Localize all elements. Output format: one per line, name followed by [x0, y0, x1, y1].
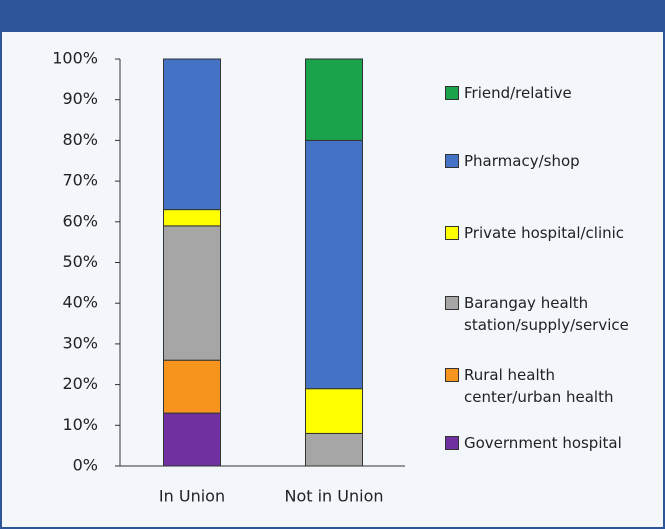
bar-segment [163, 58, 221, 211]
y-tick-label: 20% [62, 374, 98, 393]
legend-item: Private hospital/clinic [445, 222, 645, 244]
legend-swatch [445, 436, 459, 450]
y-tick-label: 0% [73, 456, 98, 475]
bar-segment [305, 432, 363, 467]
y-tick-label: 40% [62, 293, 98, 312]
x-tick-label: In Union [159, 487, 225, 506]
legend-swatch [445, 368, 459, 382]
y-tick-label: 60% [62, 211, 98, 230]
legend-item: Rural health center/urban health [445, 364, 645, 408]
y-tick-label: 80% [62, 130, 98, 149]
legend-item: Pharmacy/shop [445, 150, 645, 172]
y-tick-label: 70% [62, 171, 98, 190]
legend-swatch [445, 226, 459, 240]
bar-segment [163, 412, 221, 467]
bar-segment [305, 388, 363, 434]
legend-item: Government hospital [445, 432, 645, 454]
y-tick-label: 10% [62, 415, 98, 434]
bar-segment [163, 209, 221, 227]
legend-item: Barangay health station/supply/service [445, 292, 645, 336]
y-tick-label: 90% [62, 89, 98, 108]
legend-label: Government hospital [464, 434, 622, 452]
y-tick-label: 100% [52, 49, 98, 68]
y-tick-label: 50% [62, 252, 98, 271]
legend-label: Barangay health station/supply/service [464, 294, 629, 334]
bar-segment [305, 58, 363, 141]
legend-label: Private hospital/clinic [464, 224, 625, 242]
bar-segment [163, 225, 221, 361]
bar-segment [163, 359, 221, 414]
legend-swatch [445, 296, 459, 310]
x-tick-label: Not in Union [284, 487, 383, 506]
y-tick-label: 30% [62, 333, 98, 352]
legend-label: Pharmacy/shop [464, 152, 580, 170]
header-band [2, 2, 663, 32]
legend-label: Friend/relative [464, 84, 572, 102]
legend-label: Rural health center/urban health [464, 366, 614, 406]
bar-segment [305, 139, 363, 390]
legend-item: Friend/relative [445, 82, 645, 104]
legend-swatch [445, 154, 459, 168]
legend-swatch [445, 86, 459, 100]
